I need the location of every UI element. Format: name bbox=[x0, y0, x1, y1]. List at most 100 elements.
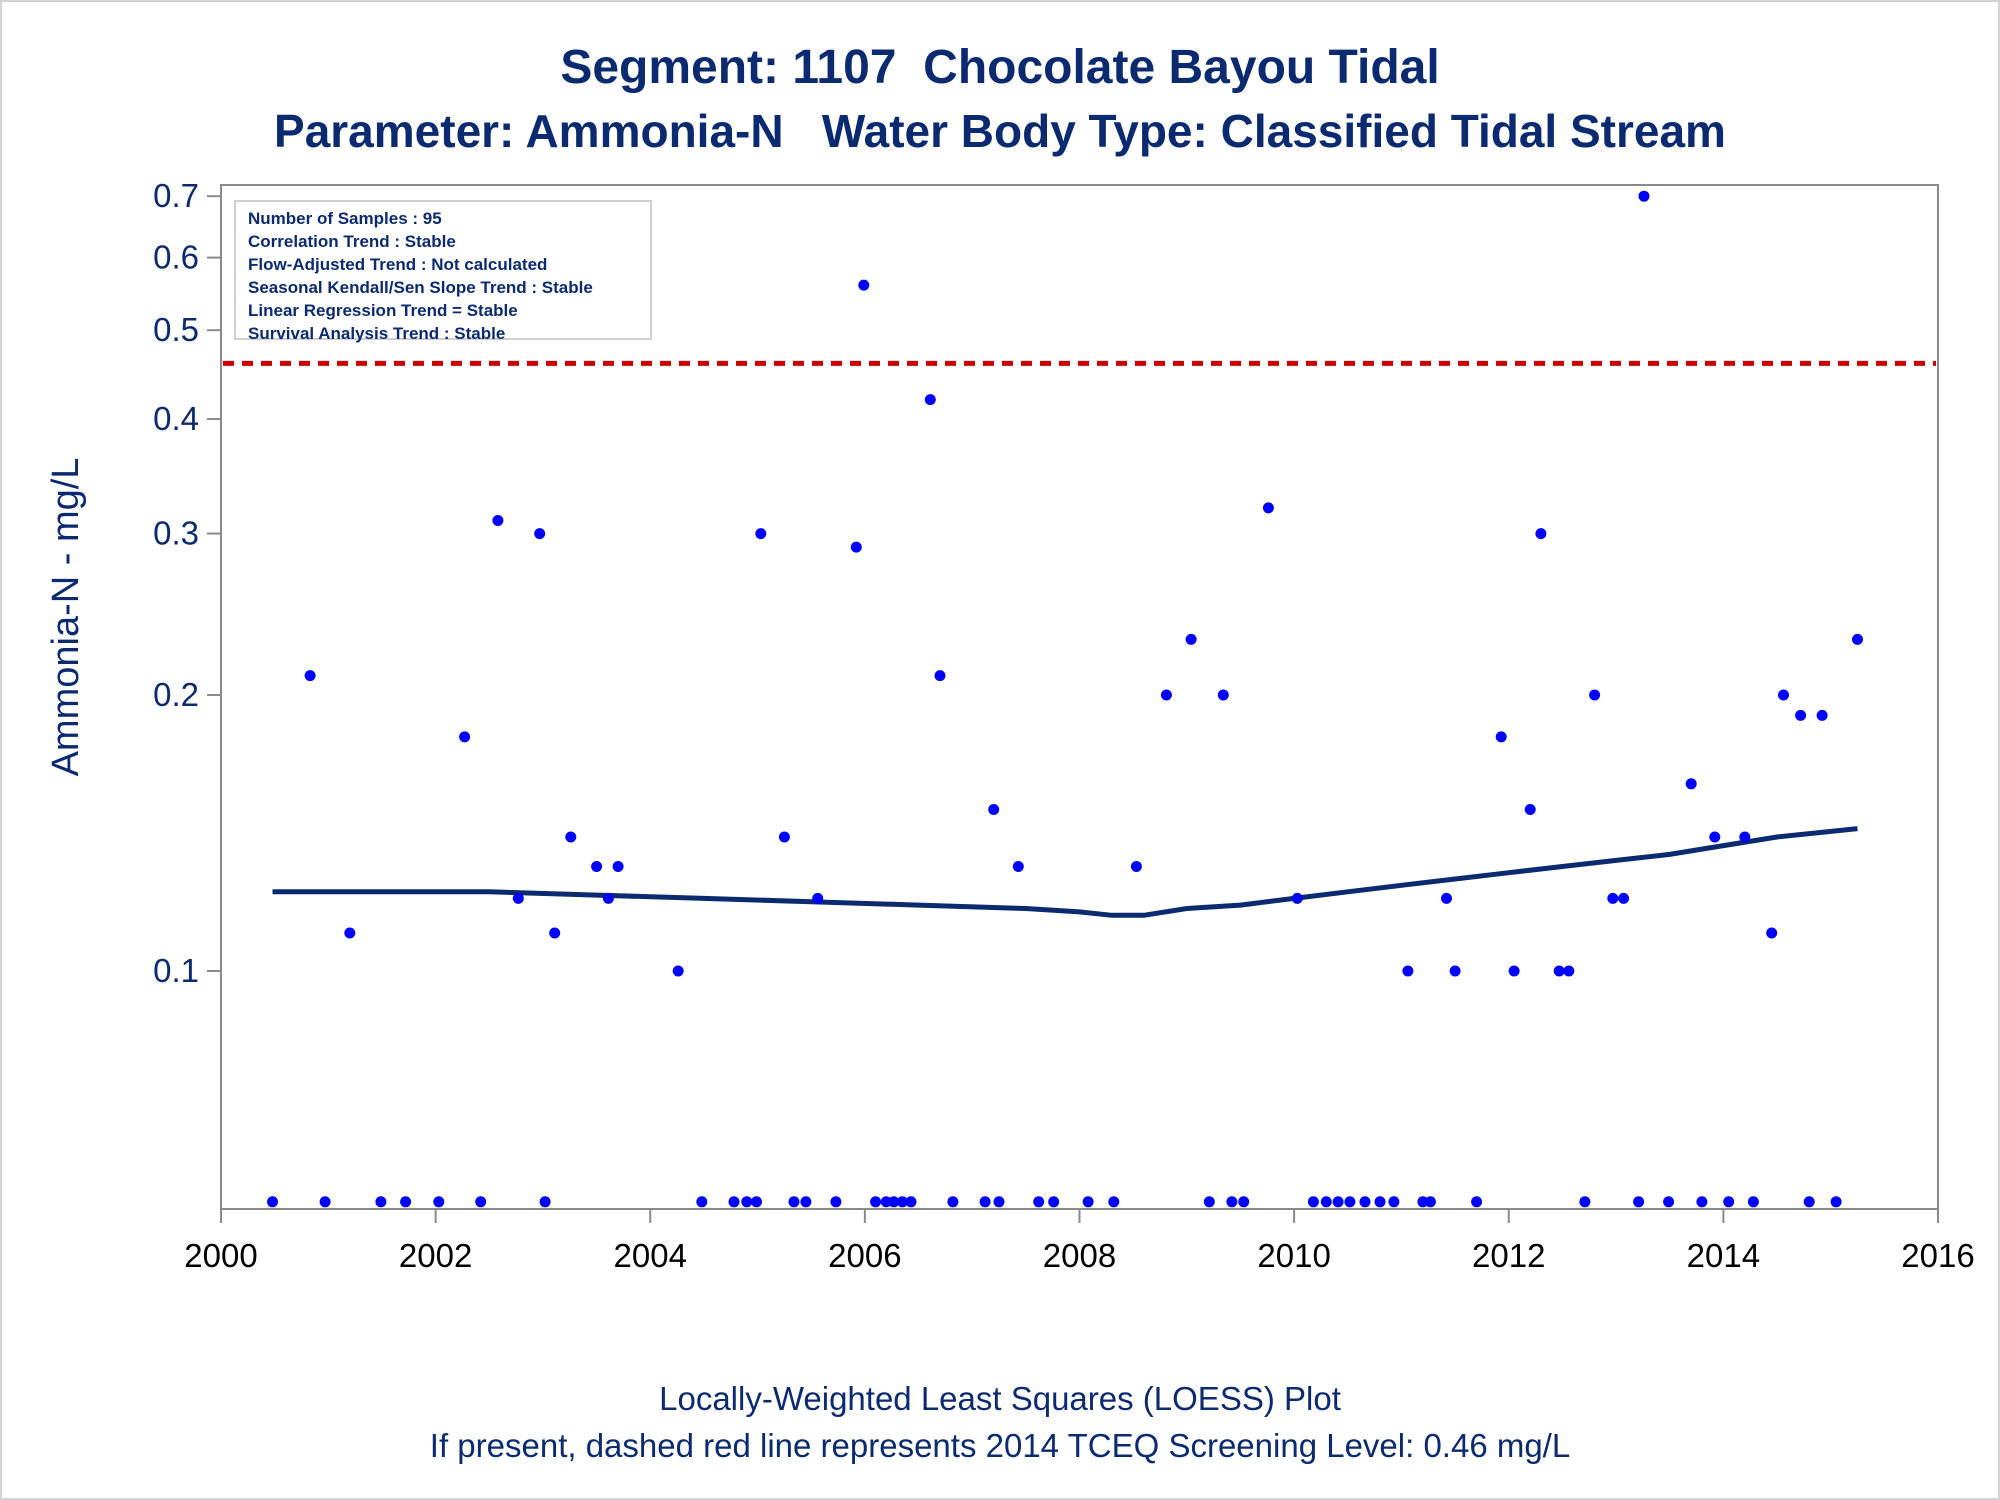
data-point bbox=[344, 927, 356, 939]
data-point bbox=[1852, 633, 1863, 645]
stats-box: Number of Samples : 95 Correlation Trend… bbox=[234, 200, 652, 343]
data-point bbox=[267, 1196, 278, 1208]
x-tick-label: 2012 bbox=[1472, 1237, 1545, 1274]
data-point bbox=[1816, 709, 1828, 721]
y-axis-label: Ammonia-N - mg/L bbox=[45, 458, 87, 777]
data-point bbox=[1291, 892, 1303, 904]
data-point bbox=[1160, 689, 1172, 701]
data-point bbox=[1307, 1196, 1319, 1208]
data-point bbox=[979, 1196, 991, 1208]
data-point bbox=[602, 892, 614, 904]
y-axis: 0.1 0.2 0.3 0.4 0.5 0.6 0.7 bbox=[153, 177, 221, 989]
data-point bbox=[565, 831, 577, 843]
data-point bbox=[1747, 1196, 1759, 1208]
data-point bbox=[1508, 965, 1520, 977]
data-point bbox=[492, 515, 504, 526]
x-tick-label: 2004 bbox=[614, 1237, 687, 1274]
data-point bbox=[850, 541, 862, 553]
data-point bbox=[1238, 1196, 1250, 1208]
data-point bbox=[1663, 1196, 1675, 1208]
data-point bbox=[1320, 1196, 1332, 1208]
data-point bbox=[1082, 1196, 1094, 1208]
data-point bbox=[800, 1196, 812, 1208]
y-tick-label: 0.7 bbox=[153, 177, 199, 214]
x-tick-label: 2002 bbox=[399, 1237, 472, 1274]
data-point bbox=[591, 861, 603, 872]
data-point bbox=[788, 1196, 800, 1208]
x-tick-label: 2016 bbox=[1901, 1237, 1974, 1274]
stats-seasonal-kendall-trend: Seasonal Kendall/Sen Slope Trend : Stabl… bbox=[248, 278, 593, 297]
data-point bbox=[988, 804, 1000, 815]
data-point bbox=[1563, 965, 1575, 977]
data-point bbox=[1344, 1196, 1356, 1208]
data-point bbox=[1685, 778, 1697, 790]
data-point bbox=[1402, 965, 1414, 977]
data-point bbox=[1108, 1196, 1120, 1208]
data-point bbox=[672, 965, 684, 977]
stats-correlation-trend: Correlation Trend : Stable bbox=[248, 232, 456, 251]
data-point bbox=[549, 927, 561, 939]
data-point bbox=[905, 1196, 917, 1208]
data-point bbox=[1185, 633, 1197, 645]
data-point bbox=[924, 394, 936, 406]
data-point bbox=[1449, 965, 1461, 977]
stats-linear-regression-trend: Linear Regression Trend = Stable bbox=[248, 301, 518, 320]
data-point bbox=[1495, 731, 1507, 743]
data-point bbox=[1778, 689, 1789, 701]
data-point bbox=[830, 1196, 842, 1208]
data-point bbox=[1803, 1196, 1815, 1208]
data-point bbox=[612, 861, 624, 872]
stats-flow-adjusted-trend: Flow-Adjusted Trend : Not calculated bbox=[248, 255, 548, 274]
data-point bbox=[870, 1196, 882, 1208]
data-point bbox=[812, 892, 824, 904]
data-point bbox=[534, 528, 546, 540]
data-point bbox=[1048, 1196, 1060, 1208]
data-point bbox=[1203, 1196, 1215, 1208]
data-point bbox=[1723, 1196, 1735, 1208]
data-point bbox=[1471, 1196, 1483, 1208]
data-point bbox=[539, 1196, 551, 1208]
data-point bbox=[1618, 892, 1630, 904]
stats-samples: Number of Samples : 95 bbox=[248, 209, 442, 228]
y-tick-label: 0.2 bbox=[153, 676, 199, 713]
data-point bbox=[1217, 689, 1229, 701]
data-point bbox=[1553, 965, 1565, 977]
data-point bbox=[1424, 1196, 1436, 1208]
data-point bbox=[400, 1196, 412, 1208]
data-point bbox=[1359, 1196, 1371, 1208]
chart-title: Segment: 1107 Chocolate Bayou Tidal bbox=[560, 41, 1440, 94]
data-point bbox=[1262, 502, 1274, 514]
data-point bbox=[1374, 1196, 1386, 1208]
data-point bbox=[1130, 861, 1142, 872]
data-point bbox=[934, 670, 946, 682]
data-point bbox=[778, 831, 790, 843]
data-point bbox=[1012, 861, 1024, 872]
data-point bbox=[1633, 1196, 1645, 1208]
x-tick-label: 2006 bbox=[828, 1237, 901, 1274]
data-point bbox=[475, 1196, 487, 1208]
data-point bbox=[1388, 1196, 1400, 1208]
data-point bbox=[1033, 1196, 1045, 1208]
data-point bbox=[1795, 709, 1807, 721]
data-point bbox=[755, 528, 767, 540]
data-point bbox=[1709, 831, 1721, 843]
data-point bbox=[1607, 892, 1619, 904]
data-point bbox=[888, 1196, 900, 1208]
data-point bbox=[1441, 892, 1452, 904]
data-point bbox=[1579, 1196, 1591, 1208]
footnote-screening: If present, dashed red line represents 2… bbox=[429, 1427, 1571, 1464]
data-point bbox=[433, 1196, 445, 1208]
data-point bbox=[741, 1196, 753, 1208]
stats-survival-analysis-trend: Survival Analysis Trend : Stable bbox=[248, 324, 506, 343]
x-axis: 2000 2002 2004 2006 2008 2010 2012 2014 2016 bbox=[184, 1209, 1975, 1274]
data-point bbox=[1589, 689, 1601, 701]
data-point bbox=[1524, 804, 1536, 815]
data-point bbox=[751, 1196, 762, 1208]
y-tick-label: 0.5 bbox=[153, 311, 199, 348]
data-point bbox=[512, 892, 524, 904]
loess-curve bbox=[272, 826, 1858, 918]
data-point bbox=[947, 1196, 959, 1208]
data-point bbox=[319, 1196, 331, 1208]
data-point bbox=[1739, 831, 1751, 843]
